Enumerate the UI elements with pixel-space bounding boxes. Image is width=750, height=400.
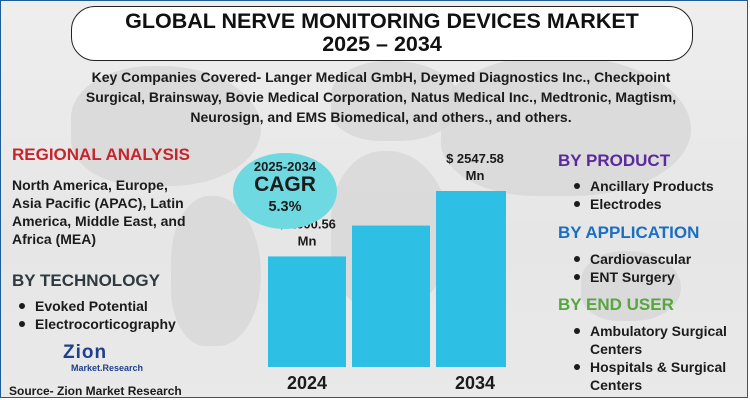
- end-user-list: Ambulatory Surgical Centers Hospitals & …: [568, 322, 727, 394]
- logo-brand: Zion: [63, 342, 108, 363]
- tick-label: 2024: [287, 373, 327, 393]
- list-item: ENT Surgery: [568, 268, 691, 286]
- cagr-period: 2025-2034: [253, 159, 317, 174]
- end-user-2-line-1: Hospitals & Surgical: [590, 359, 727, 375]
- companies-line-1: Key Companies Covered- Langer Medical Gm…: [91, 69, 671, 85]
- cagr-value: 5.3%: [268, 199, 302, 215]
- title-line-2: 2025 – 2034: [322, 32, 442, 56]
- end-user-heading: BY END USER: [558, 295, 674, 314]
- map-australia: [581, 251, 681, 321]
- title-line-1: GLOBAL NERVE MONITORING DEVICES MARKET: [125, 9, 639, 33]
- regional-text: North America, Europe, Asia Pacific (APA…: [12, 176, 186, 248]
- list-item: Ambulatory Surgical Centers: [568, 322, 727, 358]
- key-companies: Key Companies Covered- Langer Medical Gm…: [56, 67, 706, 127]
- companies-line-3: Neurosign, and EMS Biomedical, and other…: [190, 109, 572, 125]
- map-north-america: [71, 66, 261, 186]
- end-user-2-line-2: Centers: [590, 377, 643, 393]
- tick-label: 2034: [455, 373, 495, 393]
- data-label-unit: Mn: [298, 233, 317, 248]
- end-user-1-line-1: Ambulatory Surgical: [590, 323, 727, 339]
- cagr-label: CAGR: [254, 173, 316, 196]
- list-item: Hospitals & Surgical Centers: [568, 358, 727, 394]
- list-item: Cardiovascular: [568, 250, 691, 268]
- list-item: Electrocorticography: [13, 315, 176, 333]
- zion-logo: Zion Market.Research: [63, 342, 144, 383]
- data-label: $ 2547.58: [446, 151, 504, 166]
- technology-heading: BY TECHNOLOGY: [12, 271, 160, 290]
- map-asia: [441, 56, 691, 196]
- map-south-america: [171, 196, 261, 346]
- end-user-1-line-2: Centers: [590, 341, 643, 357]
- list-item: Evoked Potential: [13, 297, 176, 315]
- regional-line-4: Africa (MEA): [12, 231, 97, 247]
- source-note: Source- Zion Market Research: [9, 384, 182, 398]
- regional-heading: REGIONAL ANALYSIS: [12, 145, 190, 164]
- map-europe: [331, 61, 461, 141]
- application-heading: BY APPLICATION: [558, 223, 700, 242]
- companies-line-2: Surgical, Brainsway, Bovie Medical Corpo…: [85, 89, 677, 105]
- technology-list: Evoked Potential Electrocorticography: [13, 297, 176, 333]
- regional-line-3: America, Middle East, and: [12, 213, 186, 229]
- product-list: Ancillary Products Electrodes: [568, 177, 714, 213]
- bar: [436, 191, 506, 367]
- regional-line-1: North America, Europe,: [12, 177, 168, 193]
- bar: [268, 256, 346, 367]
- bar: [352, 225, 430, 367]
- logo-sub: Market.Research: [71, 363, 144, 373]
- data-label-unit: Mn: [466, 168, 485, 183]
- application-list: Cardiovascular ENT Surgery: [568, 250, 691, 286]
- product-heading: BY PRODUCT: [558, 151, 671, 170]
- title-banner: GLOBAL NERVE MONITORING DEVICES MARKET 2…: [71, 6, 693, 61]
- list-item: Electrodes: [568, 195, 714, 213]
- regional-line-2: Asia Pacific (APAC), Latin: [12, 195, 184, 211]
- list-item: Ancillary Products: [568, 177, 714, 195]
- cagr-badge: 2025-2034 CAGR 5.3%: [233, 153, 337, 229]
